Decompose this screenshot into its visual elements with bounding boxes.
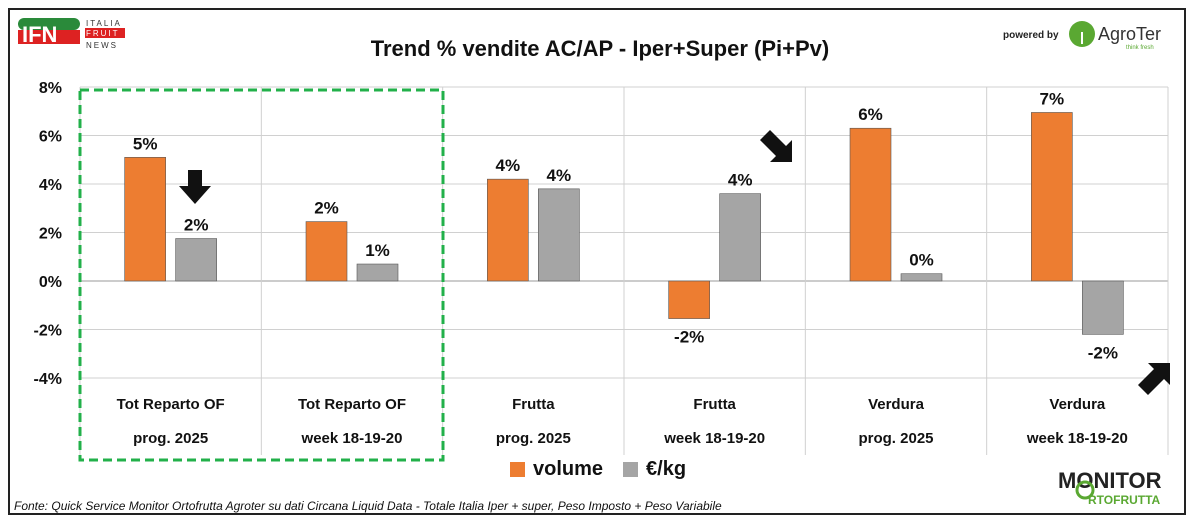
y-tick-label: 6% [39, 129, 62, 146]
chart-title: Trend % vendite AC/AP - Iper+Super (Pi+P… [370, 36, 830, 61]
data-label: 2% [184, 216, 209, 235]
powered-by: powered by [1003, 30, 1059, 41]
svg-text:ITALIA: ITALIA [86, 19, 122, 28]
data-label: 4% [728, 171, 753, 190]
category-label: Verdura [1049, 396, 1106, 413]
category-label: week 18-19-20 [301, 430, 403, 447]
data-label: 4% [547, 166, 572, 185]
frame [8, 8, 1186, 515]
svg-text:MONITOR: MONITOR [1058, 468, 1162, 493]
category-label: week 18-19-20 [1026, 430, 1128, 447]
bar-price [538, 188, 580, 282]
highlight-box [78, 88, 445, 462]
monitor-ortofrutta-logo: MONITOR RTOFRUTTA [1058, 468, 1162, 507]
svg-text:NEWS: NEWS [86, 41, 118, 50]
bar-volume [487, 178, 529, 282]
category-label: Verdura [868, 396, 925, 413]
bar-volume [668, 280, 710, 319]
arrow-down-icon [179, 170, 211, 204]
bar-volume [124, 157, 166, 282]
arrow-up-left-icon [1138, 363, 1170, 395]
legend-item-price: €/kg [623, 458, 686, 481]
source-footnote: Fonte: Quick Service Monitor Ortofrutta … [14, 499, 722, 513]
legend-item-volume: volume [510, 458, 603, 481]
category-label: Tot Reparto OF [298, 396, 406, 413]
y-tick-label: 4% [39, 177, 62, 194]
data-label: 4% [496, 156, 521, 175]
y-tick-label: 2% [39, 226, 62, 243]
data-label: 2% [314, 199, 339, 218]
category-label: prog. 2025 [496, 430, 571, 447]
svg-text:IFN: IFN [22, 22, 57, 47]
agroter-logo: AgroTer think fresh [1069, 21, 1161, 51]
y-tick-label: -2% [34, 323, 62, 340]
y-tick-label: -4% [34, 371, 62, 388]
svg-text:AgroTer: AgroTer [1098, 24, 1161, 44]
data-label: 0% [909, 251, 934, 270]
data-label: -2% [1088, 343, 1118, 362]
data-label: 5% [133, 134, 158, 153]
ifn-logo: IFN ITALIA FRUIT NEWS [18, 18, 125, 50]
data-label: 6% [858, 105, 883, 124]
bar-volume [849, 127, 892, 282]
svg-text:FRUIT: FRUIT [86, 29, 120, 38]
data-label: 7% [1040, 89, 1065, 108]
category-label: prog. 2025 [858, 430, 933, 447]
category-label: Frutta [512, 396, 555, 413]
svg-text:RTOFRUTTA: RTOFRUTTA [1088, 493, 1161, 507]
bar-price [356, 263, 399, 282]
data-label: 1% [365, 241, 390, 260]
svg-text:think fresh: think fresh [1126, 45, 1154, 51]
category-label: Frutta [693, 396, 736, 413]
bar-price [1082, 280, 1124, 335]
arrow-down-left-icon [760, 130, 792, 162]
category-label: Tot Reparto OF [117, 396, 225, 413]
bar-price [719, 193, 761, 282]
category-label: prog. 2025 [133, 430, 208, 447]
bar-volume [1031, 112, 1073, 282]
bar-price [900, 273, 943, 282]
data-label: -2% [674, 328, 704, 347]
y-tick-label: 8% [39, 80, 62, 97]
legend: volume €/kg [510, 458, 686, 481]
category-label: week 18-19-20 [663, 430, 765, 447]
bar-price [175, 238, 217, 282]
bar-volume [305, 221, 348, 282]
y-tick-label: 0% [39, 274, 62, 291]
